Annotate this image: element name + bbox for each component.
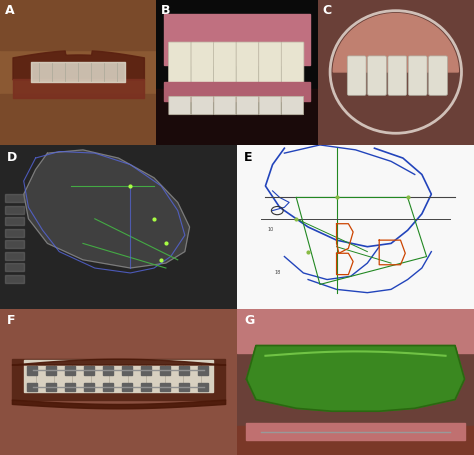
FancyBboxPatch shape bbox=[428, 57, 447, 96]
Text: C: C bbox=[322, 5, 331, 17]
Bar bbox=[5, 217, 24, 226]
FancyBboxPatch shape bbox=[191, 43, 214, 85]
FancyBboxPatch shape bbox=[259, 43, 282, 85]
Bar bbox=[5, 263, 24, 272]
Bar bbox=[103, 383, 113, 391]
Bar bbox=[141, 366, 151, 375]
Text: D: D bbox=[7, 151, 18, 163]
Polygon shape bbox=[24, 151, 190, 268]
Bar bbox=[46, 383, 56, 391]
Bar bbox=[298, 428, 307, 436]
Bar bbox=[5, 241, 24, 249]
FancyBboxPatch shape bbox=[169, 97, 191, 116]
Bar bbox=[0, 309, 237, 360]
Text: 18: 18 bbox=[275, 269, 281, 274]
Bar bbox=[27, 383, 37, 391]
FancyBboxPatch shape bbox=[282, 97, 303, 116]
Bar bbox=[198, 383, 208, 391]
Bar bbox=[424, 428, 433, 436]
Text: E: E bbox=[244, 151, 253, 163]
Bar bbox=[5, 206, 24, 214]
Bar bbox=[403, 428, 412, 436]
Bar bbox=[164, 83, 310, 102]
Bar bbox=[103, 366, 113, 375]
Bar bbox=[0, 0, 156, 51]
FancyBboxPatch shape bbox=[191, 97, 213, 116]
Bar bbox=[160, 366, 170, 375]
Bar bbox=[24, 360, 213, 392]
Text: 10: 10 bbox=[268, 227, 274, 232]
Bar bbox=[382, 428, 391, 436]
Bar bbox=[0, 95, 156, 146]
Bar bbox=[65, 366, 75, 375]
FancyBboxPatch shape bbox=[368, 57, 386, 96]
Bar bbox=[340, 428, 349, 436]
Bar bbox=[361, 428, 370, 436]
Bar bbox=[5, 229, 24, 238]
Bar bbox=[65, 383, 75, 391]
Bar bbox=[179, 366, 189, 375]
Bar bbox=[164, 15, 310, 66]
FancyBboxPatch shape bbox=[282, 43, 304, 85]
FancyBboxPatch shape bbox=[388, 57, 407, 96]
Bar bbox=[319, 428, 328, 436]
Bar bbox=[5, 195, 24, 203]
Bar bbox=[12, 359, 225, 399]
Bar bbox=[445, 428, 454, 436]
Bar bbox=[84, 366, 94, 375]
Wedge shape bbox=[333, 15, 458, 73]
Bar bbox=[5, 252, 24, 260]
Text: A: A bbox=[5, 5, 14, 17]
FancyBboxPatch shape bbox=[237, 97, 258, 116]
Bar bbox=[160, 383, 170, 391]
Bar bbox=[255, 428, 264, 436]
FancyBboxPatch shape bbox=[347, 57, 366, 96]
Bar bbox=[122, 383, 132, 391]
Bar bbox=[198, 366, 208, 375]
Bar bbox=[5, 275, 24, 283]
Bar bbox=[84, 383, 94, 391]
Bar bbox=[156, 90, 318, 146]
Bar bbox=[179, 383, 189, 391]
FancyBboxPatch shape bbox=[236, 43, 259, 85]
FancyBboxPatch shape bbox=[259, 97, 281, 116]
FancyBboxPatch shape bbox=[408, 57, 427, 96]
Bar bbox=[237, 426, 474, 455]
FancyBboxPatch shape bbox=[214, 43, 236, 85]
Bar bbox=[122, 366, 132, 375]
Polygon shape bbox=[246, 346, 465, 411]
Bar bbox=[27, 366, 37, 375]
Bar bbox=[0, 404, 237, 455]
Text: F: F bbox=[7, 314, 16, 327]
Text: G: G bbox=[244, 314, 255, 327]
Bar bbox=[46, 366, 56, 375]
Bar bbox=[276, 428, 285, 436]
Text: B: B bbox=[161, 5, 171, 17]
FancyBboxPatch shape bbox=[169, 43, 191, 85]
FancyBboxPatch shape bbox=[214, 97, 236, 116]
Bar bbox=[141, 383, 151, 391]
Bar bbox=[237, 309, 474, 353]
Bar bbox=[246, 423, 465, 440]
